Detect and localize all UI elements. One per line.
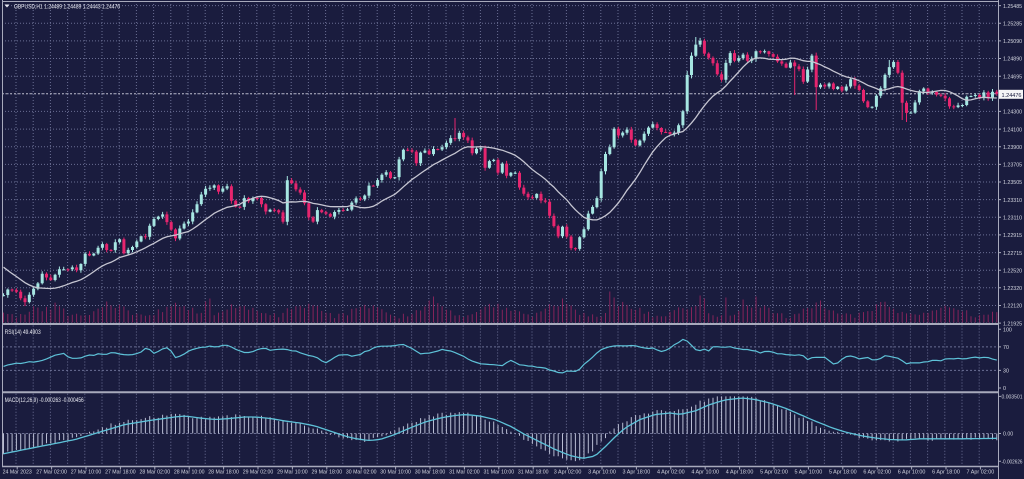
- svg-text:1.22320: 1.22320: [1003, 286, 1023, 292]
- svg-text:30: 30: [1003, 369, 1010, 375]
- svg-text:29 Mar 18:00: 29 Mar 18:00: [312, 470, 343, 476]
- svg-text:1.22120: 1.22120: [1003, 304, 1023, 310]
- svg-text:30 Mar 18:00: 30 Mar 18:00: [415, 470, 446, 476]
- svg-text:27 Mar 18:00: 27 Mar 18:00: [105, 470, 136, 476]
- svg-text:31 Mar 10:00: 31 Mar 10:00: [484, 470, 515, 476]
- svg-text:GBPUSD,H1 1.24489 1.24489 1.2: GBPUSD,H1 1.24489 1.24489 1.24443 1.2447…: [14, 3, 120, 10]
- svg-text:30 Mar 10:00: 30 Mar 10:00: [380, 470, 411, 476]
- svg-text:7 Apr 02:00: 7 Apr 02:00: [967, 470, 995, 476]
- svg-text:6 Apr 02:00: 6 Apr 02:00: [863, 470, 891, 476]
- svg-text:27 Mar 10:00: 27 Mar 10:00: [71, 470, 102, 476]
- svg-text:27 Mar 02:00: 27 Mar 02:00: [36, 470, 67, 476]
- svg-text:3 Apr 10:00: 3 Apr 10:00: [588, 470, 616, 476]
- svg-text:1.22520: 1.22520: [1003, 268, 1023, 274]
- svg-text:31 Mar 02:00: 31 Mar 02:00: [449, 470, 480, 476]
- svg-text:28 Mar 02:00: 28 Mar 02:00: [140, 470, 171, 476]
- svg-text:1.24476: 1.24476: [1002, 93, 1023, 99]
- svg-text:29 Mar 02:00: 29 Mar 02:00: [243, 470, 274, 476]
- svg-text:3 Apr 18:00: 3 Apr 18:00: [623, 470, 651, 476]
- svg-text:4 Apr 02:00: 4 Apr 02:00: [657, 470, 685, 476]
- svg-text:1.25485: 1.25485: [1003, 4, 1023, 10]
- svg-text:29 Mar 10:00: 29 Mar 10:00: [277, 470, 308, 476]
- svg-text:28 Mar 18:00: 28 Mar 18:00: [208, 470, 239, 476]
- svg-text:5 Apr 10:00: 5 Apr 10:00: [795, 470, 823, 476]
- svg-text:1.24300: 1.24300: [1003, 110, 1023, 116]
- svg-text:1.23310: 1.23310: [1003, 198, 1023, 204]
- svg-text:6 Apr 18:00: 6 Apr 18:00: [932, 470, 960, 476]
- svg-text:30 Mar 02:00: 30 Mar 02:00: [346, 470, 377, 476]
- svg-text:1.22715: 1.22715: [1003, 251, 1023, 257]
- svg-text:RSI(14) 49.4903: RSI(14) 49.4903: [5, 329, 41, 336]
- svg-text:1.23110: 1.23110: [1003, 216, 1023, 222]
- svg-text:1.23900: 1.23900: [1003, 145, 1023, 151]
- svg-text:1.21925: 1.21925: [1003, 321, 1023, 327]
- svg-text:5 Apr 18:00: 5 Apr 18:00: [829, 470, 857, 476]
- svg-text:70: 70: [1003, 345, 1010, 351]
- svg-text:1.24695: 1.24695: [1003, 74, 1023, 80]
- svg-text:1.25285: 1.25285: [1003, 21, 1023, 27]
- svg-text:3 Apr 02:00: 3 Apr 02:00: [554, 470, 582, 476]
- svg-text:MACD(12,26,9) -0.000263 -0.000: MACD(12,26,9) -0.000263 -0.000456: [5, 397, 84, 404]
- svg-text:4 Apr 18:00: 4 Apr 18:00: [726, 470, 754, 476]
- svg-text:6 Apr 10:00: 6 Apr 10:00: [898, 470, 926, 476]
- svg-text:24 Mar 2023: 24 Mar 2023: [3, 470, 33, 476]
- svg-text:1.25090: 1.25090: [1003, 39, 1023, 45]
- svg-text:1.24100: 1.24100: [1003, 127, 1023, 133]
- svg-text:0.00: 0.00: [1003, 432, 1014, 438]
- svg-text:0.003501: 0.003501: [1002, 395, 1023, 401]
- svg-text:0: 0: [1003, 386, 1007, 392]
- svg-text:1.23705: 1.23705: [1003, 163, 1023, 169]
- svg-text:1.23505: 1.23505: [1003, 180, 1023, 186]
- svg-text:28 Mar 10:00: 28 Mar 10:00: [174, 470, 205, 476]
- svg-text:4 Apr 10:00: 4 Apr 10:00: [691, 470, 719, 476]
- svg-text:-0.002626: -0.002626: [1002, 460, 1024, 466]
- svg-text:5 Apr 02:00: 5 Apr 02:00: [760, 470, 788, 476]
- svg-text:100: 100: [1003, 328, 1013, 334]
- svg-text:1.24890: 1.24890: [1003, 57, 1023, 63]
- svg-text:31 Mar 18:00: 31 Mar 18:00: [518, 470, 549, 476]
- svg-text:1.22915: 1.22915: [1003, 233, 1023, 239]
